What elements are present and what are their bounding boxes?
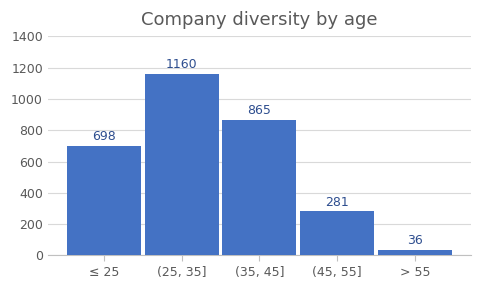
Bar xyxy=(67,146,141,255)
Text: 36: 36 xyxy=(407,234,423,247)
Title: Company diversity by age: Company diversity by age xyxy=(141,11,377,29)
Text: 865: 865 xyxy=(247,104,271,117)
Text: 698: 698 xyxy=(92,130,116,143)
Text: 1160: 1160 xyxy=(166,58,198,71)
Bar xyxy=(223,120,296,255)
Bar xyxy=(378,250,452,255)
Bar xyxy=(300,211,374,255)
Text: 281: 281 xyxy=(325,196,349,209)
Bar xyxy=(145,74,218,255)
